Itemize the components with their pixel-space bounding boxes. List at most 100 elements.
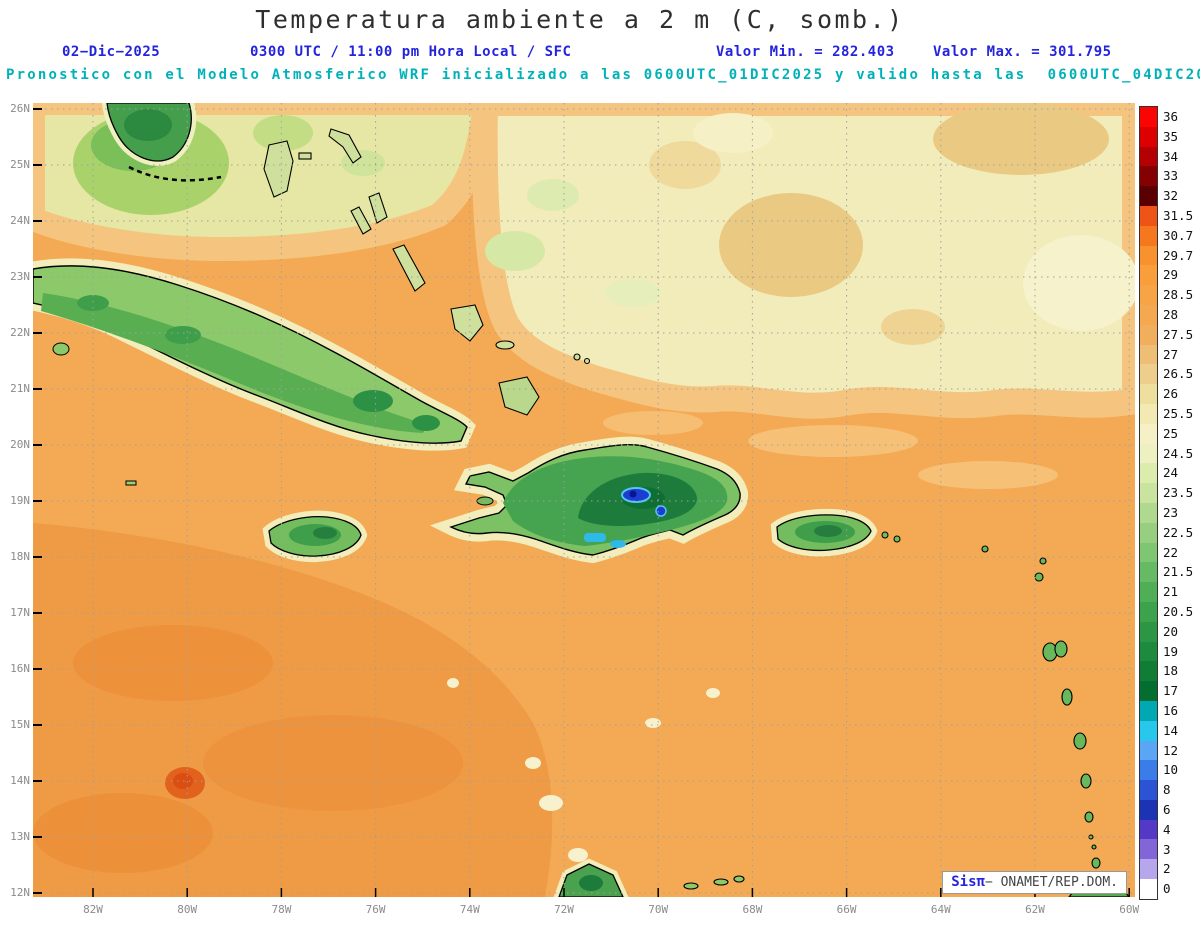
colorbar-label: 21.5 — [1163, 564, 1194, 580]
colorbar-cell — [1140, 780, 1157, 800]
lat-label: 14N — [10, 774, 30, 787]
colorbar-label: 24.5 — [1163, 445, 1194, 461]
colorbar-cell — [1140, 502, 1157, 523]
cayman-islands — [125, 480, 137, 486]
lon-label: 76W — [365, 903, 386, 916]
lon-label: 78W — [271, 903, 292, 916]
model-info-line: Pronostico con el Modelo Atmosferico WRF… — [6, 67, 1200, 83]
colorbar-cell — [1140, 225, 1157, 246]
forecast-time: 0300 UTC / 11:00 pm Hora Local / SFC — [250, 44, 572, 60]
colorbar-cell — [1140, 205, 1157, 226]
lon-label: 60W — [1119, 903, 1140, 916]
lat-label: 20N — [10, 438, 30, 451]
colorbar-cell — [1140, 403, 1157, 424]
landmass-lesser-antilles — [683, 545, 1126, 896]
colorbar-cell — [1140, 700, 1157, 721]
colorbar-label: 30.7 — [1163, 227, 1194, 243]
isle-of-youth — [52, 342, 70, 356]
colorbar-label: 28.5 — [1163, 287, 1194, 303]
colorbar-cell — [1140, 443, 1157, 464]
colorbar-label: 32 — [1163, 188, 1179, 204]
colorbar-label: 16 — [1163, 702, 1179, 718]
colorbar-cell — [1140, 641, 1157, 662]
lat-label: 24N — [10, 214, 30, 227]
colorbar-label: 0 — [1163, 881, 1171, 897]
colorbar-label: 27 — [1163, 346, 1179, 362]
lat-label: 17N — [10, 606, 30, 619]
lon-label: 72W — [554, 903, 574, 916]
valor-min: Valor Min. = 282.403 — [716, 44, 895, 60]
colorbar-label: 34 — [1163, 148, 1179, 164]
colorbar-label: 36 — [1163, 108, 1179, 124]
colorbar-cell — [1140, 364, 1157, 385]
lat-label: 13N — [10, 830, 30, 843]
colorbar-label: 4 — [1163, 821, 1171, 837]
colorbar-cell — [1140, 126, 1157, 147]
lat-label: 26N — [10, 102, 30, 115]
colorbar-label: 21 — [1163, 584, 1179, 600]
colorbar-cell — [1140, 661, 1157, 682]
lon-label: 68W — [742, 903, 763, 916]
lat-label: 23N — [10, 270, 30, 283]
colorbar-label: 20 — [1163, 623, 1179, 639]
map-canvas — [33, 103, 1135, 897]
grid-lines — [33, 103, 1135, 897]
colorbar-cell — [1140, 483, 1157, 503]
colorbar-cell — [1140, 186, 1157, 206]
colorbar-cell — [1140, 621, 1157, 642]
gonave-island — [476, 496, 494, 506]
colorbar-label: 2 — [1163, 861, 1171, 877]
colorbar-cell — [1140, 285, 1157, 305]
colorbar-cell — [1140, 681, 1157, 701]
lon-label: 62W — [1025, 903, 1045, 916]
colorbar-cell — [1140, 562, 1157, 583]
colorbar-cell — [1140, 522, 1157, 543]
landmass-jamaica — [262, 510, 368, 563]
colorbar-label: 22 — [1163, 544, 1179, 560]
colorbar-cell — [1140, 859, 1157, 880]
colorbar-label: 27.5 — [1163, 326, 1194, 342]
lake-enriquillo — [584, 533, 606, 542]
colorbar-cells — [1139, 106, 1158, 900]
colorbar-cell — [1140, 384, 1157, 404]
colorbar-label: 35 — [1163, 128, 1179, 144]
colorbar-cell — [1140, 720, 1157, 741]
landmass-puerto-rico — [770, 508, 901, 557]
watermark-text: − ONAMET/REP.DOM. — [984, 875, 1118, 890]
colorbar-cell — [1140, 799, 1157, 820]
lon-label: 66W — [836, 903, 857, 916]
landmass-bahamas — [263, 128, 591, 416]
landmass-south-america-edge — [553, 858, 1130, 897]
watermark: Sisπ− ONAMET/REP.DOM. — [942, 871, 1127, 894]
colorbar-label: 29 — [1163, 267, 1179, 283]
colorbar-cell — [1140, 760, 1157, 781]
lat-label: 25N — [10, 158, 30, 171]
colorbar-label: 23.5 — [1163, 485, 1194, 501]
colorbar-label: 17 — [1163, 683, 1179, 699]
colorbar-cell — [1140, 542, 1157, 563]
lon-label: 64W — [930, 903, 951, 916]
lon-label: 80W — [177, 903, 198, 916]
colorbar-cell — [1140, 324, 1157, 345]
lat-label: 18N — [10, 550, 30, 563]
colorbar-cell — [1140, 107, 1157, 127]
colorbar-label: 25.5 — [1163, 405, 1194, 421]
colorbar-label: 8 — [1163, 782, 1171, 798]
colorbar-cell — [1140, 423, 1157, 444]
lon-label: 74W — [459, 903, 480, 916]
forecast-date: 02−Dic−2025 — [62, 44, 161, 60]
colorbar-label: 26.5 — [1163, 366, 1194, 382]
lat-label: 19N — [10, 494, 30, 507]
colorbar-label: 14 — [1163, 722, 1179, 738]
colorbar-cell — [1140, 245, 1157, 266]
colorbar-label: 23 — [1163, 504, 1179, 520]
colorbar-label: 28 — [1163, 306, 1179, 322]
lat-label: 12N — [10, 886, 30, 899]
colorbar-cell — [1140, 463, 1157, 484]
colorbar-label: 10 — [1163, 762, 1179, 778]
colorbar-label: 33 — [1163, 168, 1179, 184]
colorbar-cell — [1140, 601, 1157, 622]
colorbar-label: 6 — [1163, 801, 1171, 817]
page-title: Temperatura ambiente a 2 m (C, somb.) — [255, 5, 905, 34]
